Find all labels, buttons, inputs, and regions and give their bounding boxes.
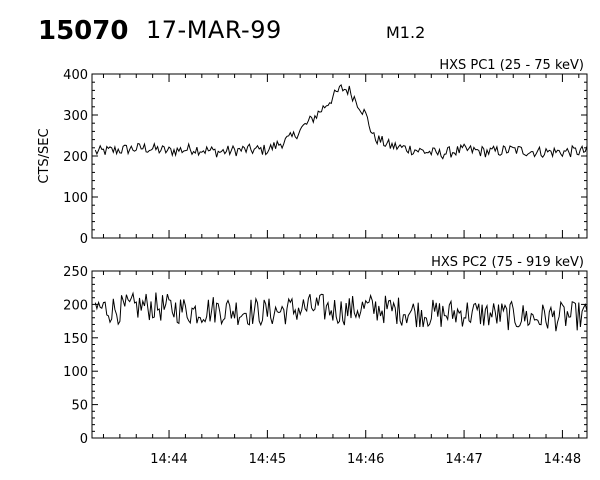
- x-tick-label: 14:45: [249, 452, 286, 467]
- panel-1: 0 100 200 300 400 HXS PC1 (25 - 75 keV) CTS/SE…: [37, 58, 588, 247]
- flare-class: M1.2: [386, 23, 426, 42]
- y-tick-label: 400: [63, 68, 88, 83]
- panel-title: HXS PC2 (75 - 919 keV): [431, 255, 584, 270]
- y-tick-label: 50: [71, 399, 88, 414]
- plot-frame: [91, 270, 588, 439]
- x-tick-label: 14:48: [544, 452, 581, 467]
- series-line: [94, 83, 588, 160]
- y-axis-label: CTS/SEC: [37, 128, 52, 183]
- y-tick-label: 100: [63, 191, 88, 206]
- series-line: [94, 291, 588, 332]
- event-date: 17-MAR-99: [146, 16, 282, 44]
- chart-header: 15070 17-MAR-99 M1.2: [0, 0, 600, 50]
- plot-frame: [91, 73, 588, 239]
- y-tick-label: 200: [63, 298, 88, 313]
- y-tick-label: 250: [63, 265, 88, 280]
- y-tick-label: 100: [63, 365, 88, 380]
- y-tick-label: 200: [63, 150, 88, 165]
- x-tick-label: 14:44: [150, 452, 187, 467]
- y-tick-label: 0: [80, 232, 88, 247]
- y-tick-label: 300: [63, 109, 88, 124]
- x-tick-label: 14:47: [445, 452, 482, 467]
- y-tick-label: 0: [80, 432, 88, 447]
- y-tick-label: 150: [63, 332, 88, 347]
- event-id: 15070: [38, 16, 129, 46]
- panel-2: 0 50 100 150 200 250 14:44 14:45 14:46 14:47 14:48…: [63, 255, 588, 467]
- panel-title: HXS PC1 (25 - 75 keV): [439, 58, 584, 73]
- x-tick-label: 14:46: [347, 452, 384, 467]
